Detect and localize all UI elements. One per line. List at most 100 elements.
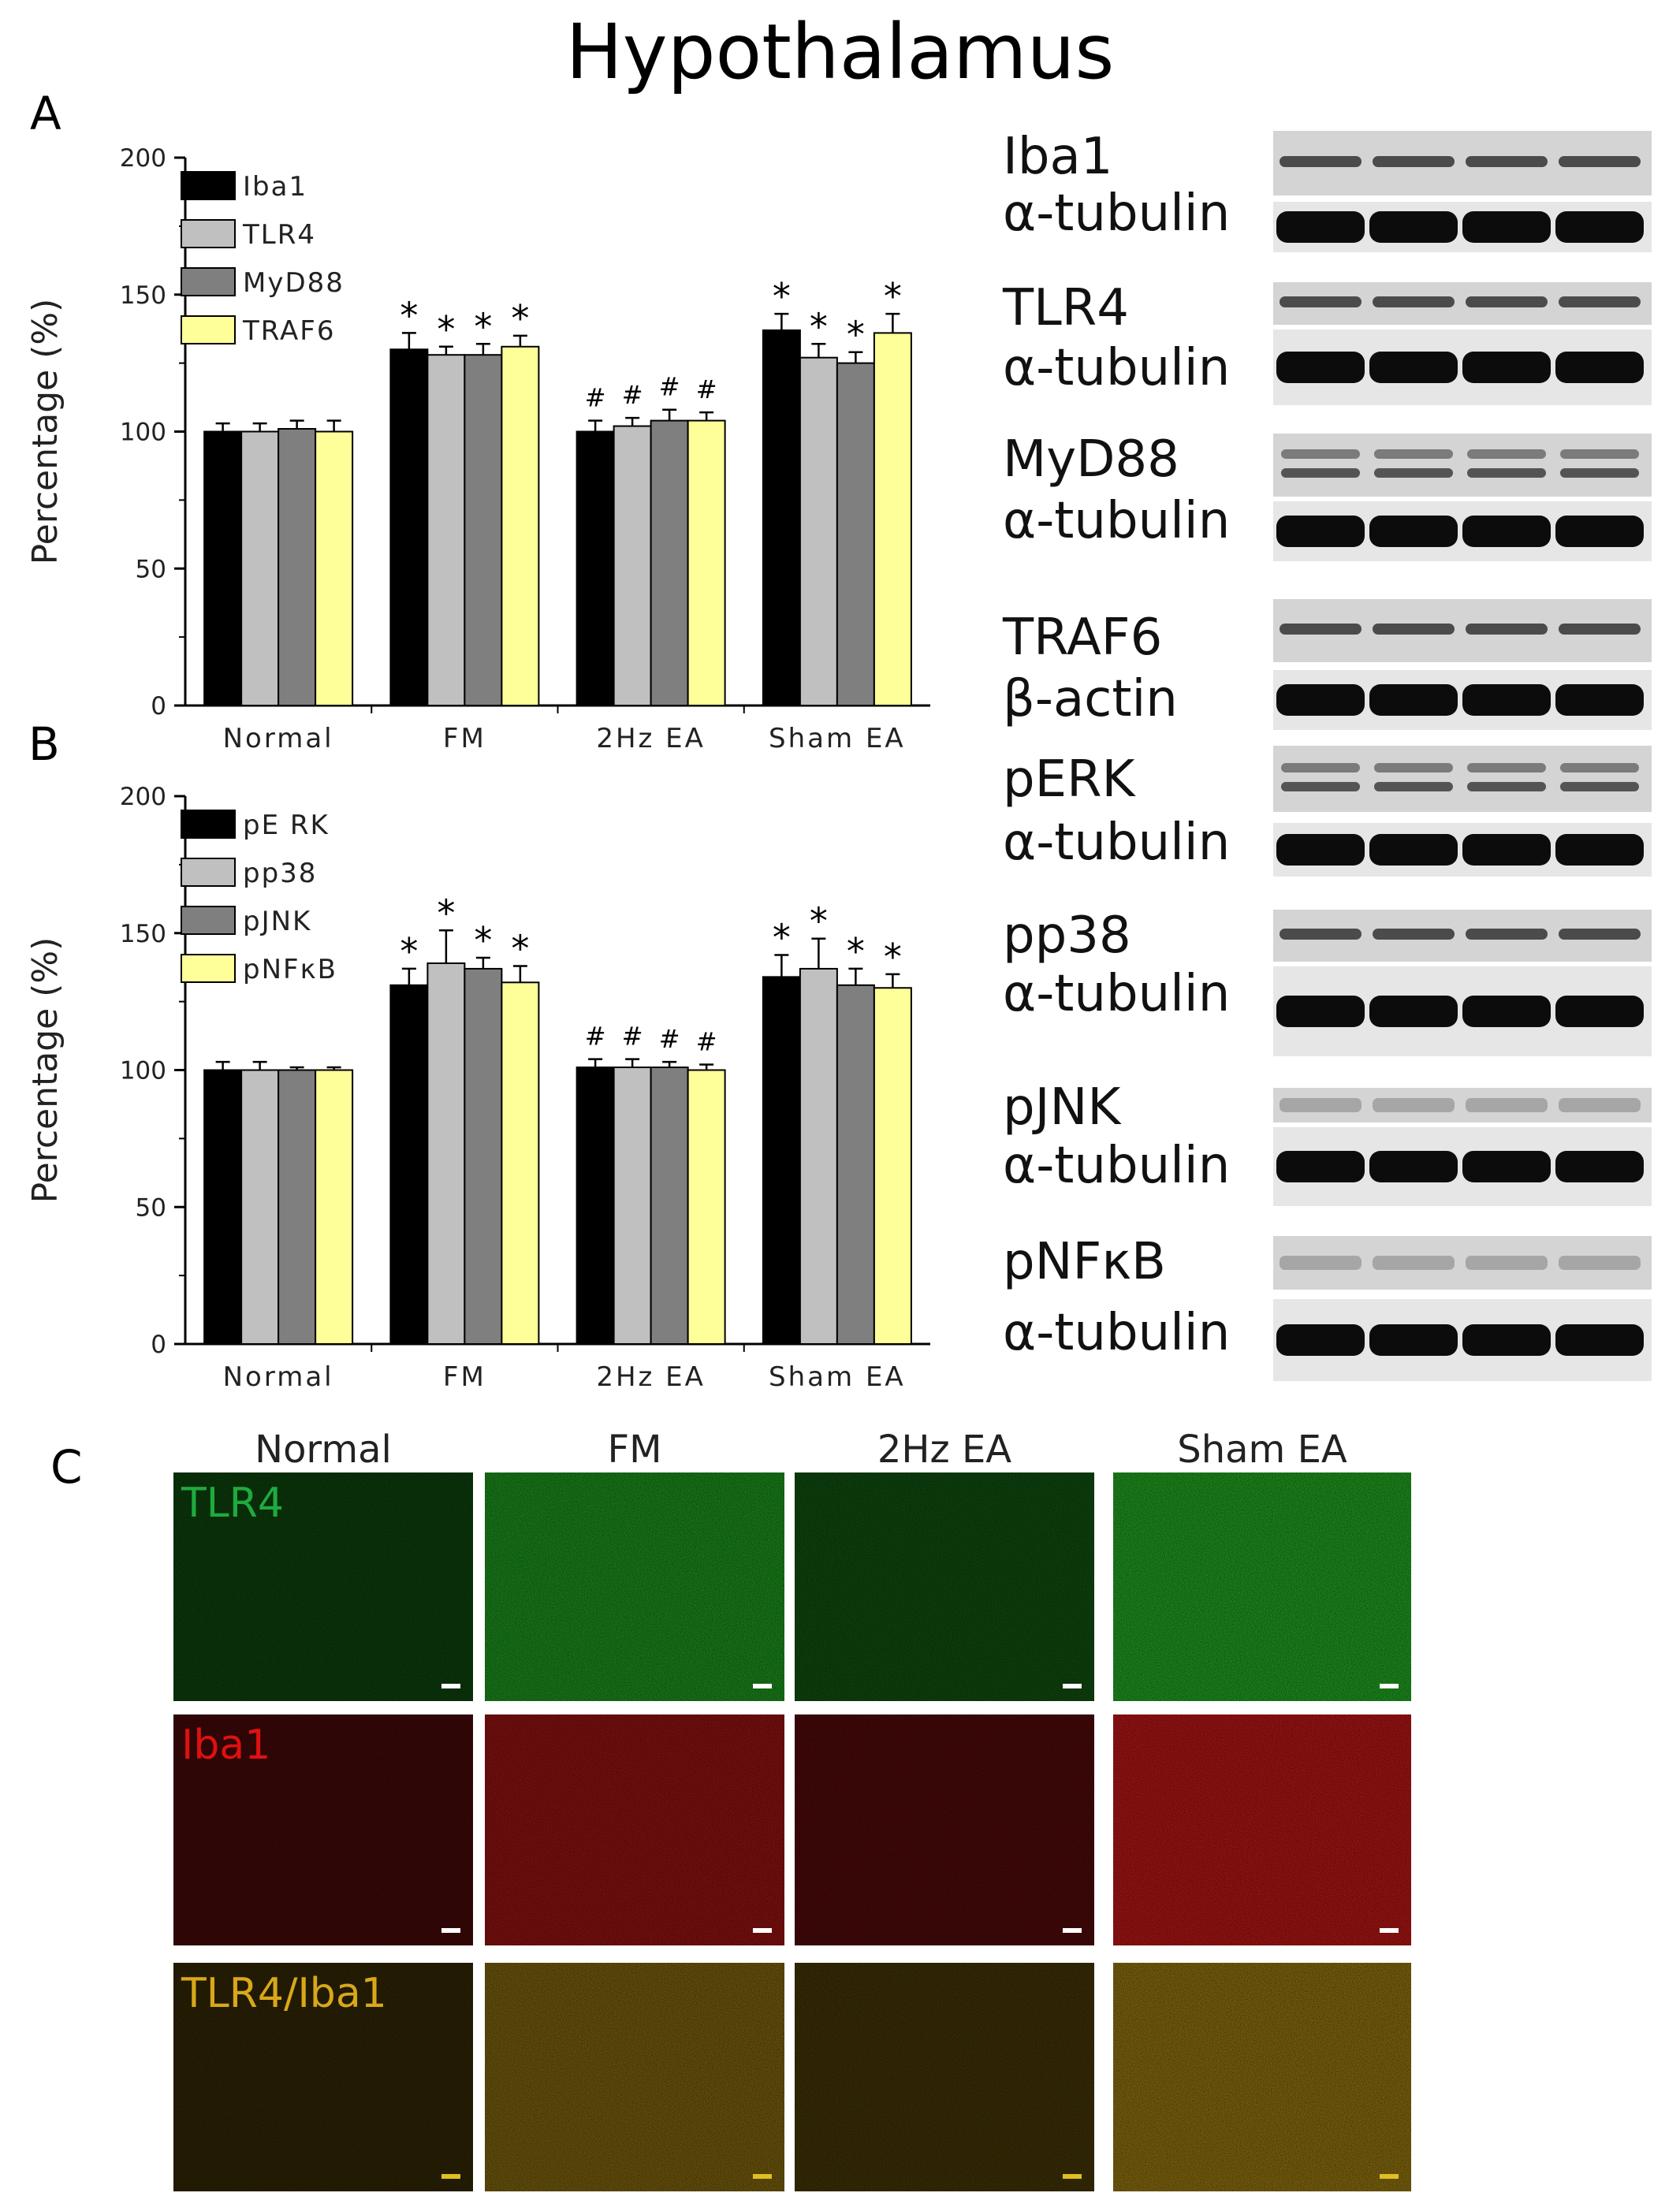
blot-band: [1466, 1256, 1548, 1270]
blot-band: [1276, 834, 1365, 866]
bar-pnfκb-fm: [501, 981, 540, 1345]
significance-star: *: [810, 900, 828, 943]
legend-label: TLR4: [242, 219, 316, 251]
scale-bar: [1380, 1928, 1399, 1933]
significance-hash: #: [659, 1024, 680, 1054]
scale-bar: [1063, 1684, 1082, 1688]
blot-loading-label: β-actin: [1003, 670, 1178, 728]
x-tick-label: FM: [443, 723, 486, 754]
blot-band: [1276, 684, 1365, 716]
blot-band: [1560, 449, 1639, 459]
blot-band: [1559, 296, 1641, 307]
significance-hash: #: [696, 374, 717, 404]
blot-band: [1280, 624, 1362, 635]
x-tick-label: Sham EA: [769, 1361, 906, 1393]
blot-band: [1555, 1151, 1644, 1182]
x-tick-label: Normal: [223, 1361, 334, 1393]
blot-band: [1373, 624, 1455, 635]
if-column-header: Normal: [255, 1428, 392, 1472]
legend-label: pNFκB: [243, 954, 337, 985]
blot-band: [1555, 684, 1644, 716]
blot-band: [1374, 468, 1453, 478]
blot-band: [1373, 1098, 1455, 1112]
bar-myd88-shamea: [836, 362, 875, 706]
blot-target-label: pERK: [1003, 750, 1137, 809]
bar-traf6-normal: [315, 430, 354, 706]
blot-band: [1560, 782, 1639, 791]
blot-membrane-top: [1273, 746, 1652, 812]
blot-band: [1369, 211, 1458, 243]
bar-pjnk-fm: [464, 967, 503, 1345]
blot-band: [1555, 211, 1644, 243]
bar-pjnk-normal: [278, 1069, 317, 1345]
blot-band: [1276, 1151, 1365, 1182]
if-image-tlr4-iba1-shamea: [1113, 1963, 1411, 2191]
legend-swatch: [181, 171, 236, 200]
blot-band: [1462, 996, 1551, 1027]
significance-star: *: [773, 917, 791, 959]
if-row-label: Iba1: [181, 1722, 270, 1769]
if-image-tlr4-iba1-fm: [485, 1963, 784, 2191]
if-column-header: 2Hz EA: [877, 1428, 1011, 1472]
blot-band: [1462, 834, 1551, 866]
blot-band: [1560, 763, 1639, 773]
if-image-tlr4-fm: [485, 1472, 784, 1701]
bar-traf6-2hzea: [687, 419, 726, 706]
blot-band: [1369, 684, 1458, 716]
blot-loading-label: α-tubulin: [1003, 492, 1230, 550]
x-tick-label: FM: [443, 1361, 486, 1393]
if-image-tlr4-shamea: [1113, 1472, 1411, 1701]
significance-star: *: [884, 275, 902, 318]
blot-band: [1555, 834, 1644, 866]
if-image-iba1-fm: [485, 1714, 784, 1945]
blot-band: [1559, 1098, 1641, 1112]
y-tick-label: 200: [120, 144, 166, 173]
legend-swatch: [181, 858, 236, 887]
significance-star: *: [884, 936, 902, 978]
bar-myd88-fm: [464, 354, 503, 706]
scale-bar: [753, 2174, 772, 2179]
blot-band: [1280, 156, 1362, 167]
if-image-tlr4-2hzea: [795, 1472, 1094, 1701]
blot-target-label: pp38: [1003, 907, 1131, 965]
panel-label-b: B: [28, 717, 60, 771]
bar-pjnk-2hzea: [650, 1067, 689, 1345]
blot-band: [1280, 1098, 1362, 1112]
if-image-iba1-normal: [173, 1714, 473, 1945]
blot-band: [1559, 624, 1641, 635]
scale-bar: [441, 1928, 460, 1933]
blot-loading-label: α-tubulin: [1003, 813, 1230, 872]
blot-target-label: TRAF6: [1002, 609, 1162, 667]
blot-band: [1466, 156, 1548, 167]
bar-tlr4-fm: [427, 354, 466, 706]
blot-band: [1462, 516, 1551, 547]
blot-band: [1276, 352, 1365, 383]
significance-hash: #: [622, 380, 643, 410]
significance-star: *: [847, 930, 865, 973]
bar-myd88-normal: [278, 428, 317, 706]
blot-band: [1559, 1256, 1641, 1270]
scale-bar: [1380, 2174, 1399, 2179]
bar-traf6-shamea: [873, 332, 912, 706]
y-axis-label: Percentage (%): [25, 937, 65, 1204]
scale-bar: [753, 1928, 772, 1933]
bar-chart-b: 0 50 100 150 200 Percentage (%) Normal FM 2Hz EA…: [25, 783, 930, 1393]
blot-band: [1373, 1256, 1455, 1270]
bar-pnfκb-2hzea: [687, 1069, 726, 1345]
blot-band: [1467, 449, 1546, 459]
blot-band: [1374, 763, 1453, 773]
blot-band: [1280, 296, 1362, 307]
blot-band: [1467, 782, 1546, 791]
blot-target-label: pNFκB: [1003, 1233, 1166, 1291]
blot-band: [1555, 1324, 1644, 1356]
blot-band: [1559, 156, 1641, 167]
legend: Iba1 TLR4 MyD88 TRAF6: [181, 171, 343, 347]
y-tick-label: 50: [136, 555, 166, 583]
legend-swatch: [181, 315, 236, 344]
significance-star: *: [773, 275, 791, 318]
x-tick-label: 2Hz EA: [596, 1361, 706, 1393]
if-image-iba1-shamea: [1113, 1714, 1411, 1945]
